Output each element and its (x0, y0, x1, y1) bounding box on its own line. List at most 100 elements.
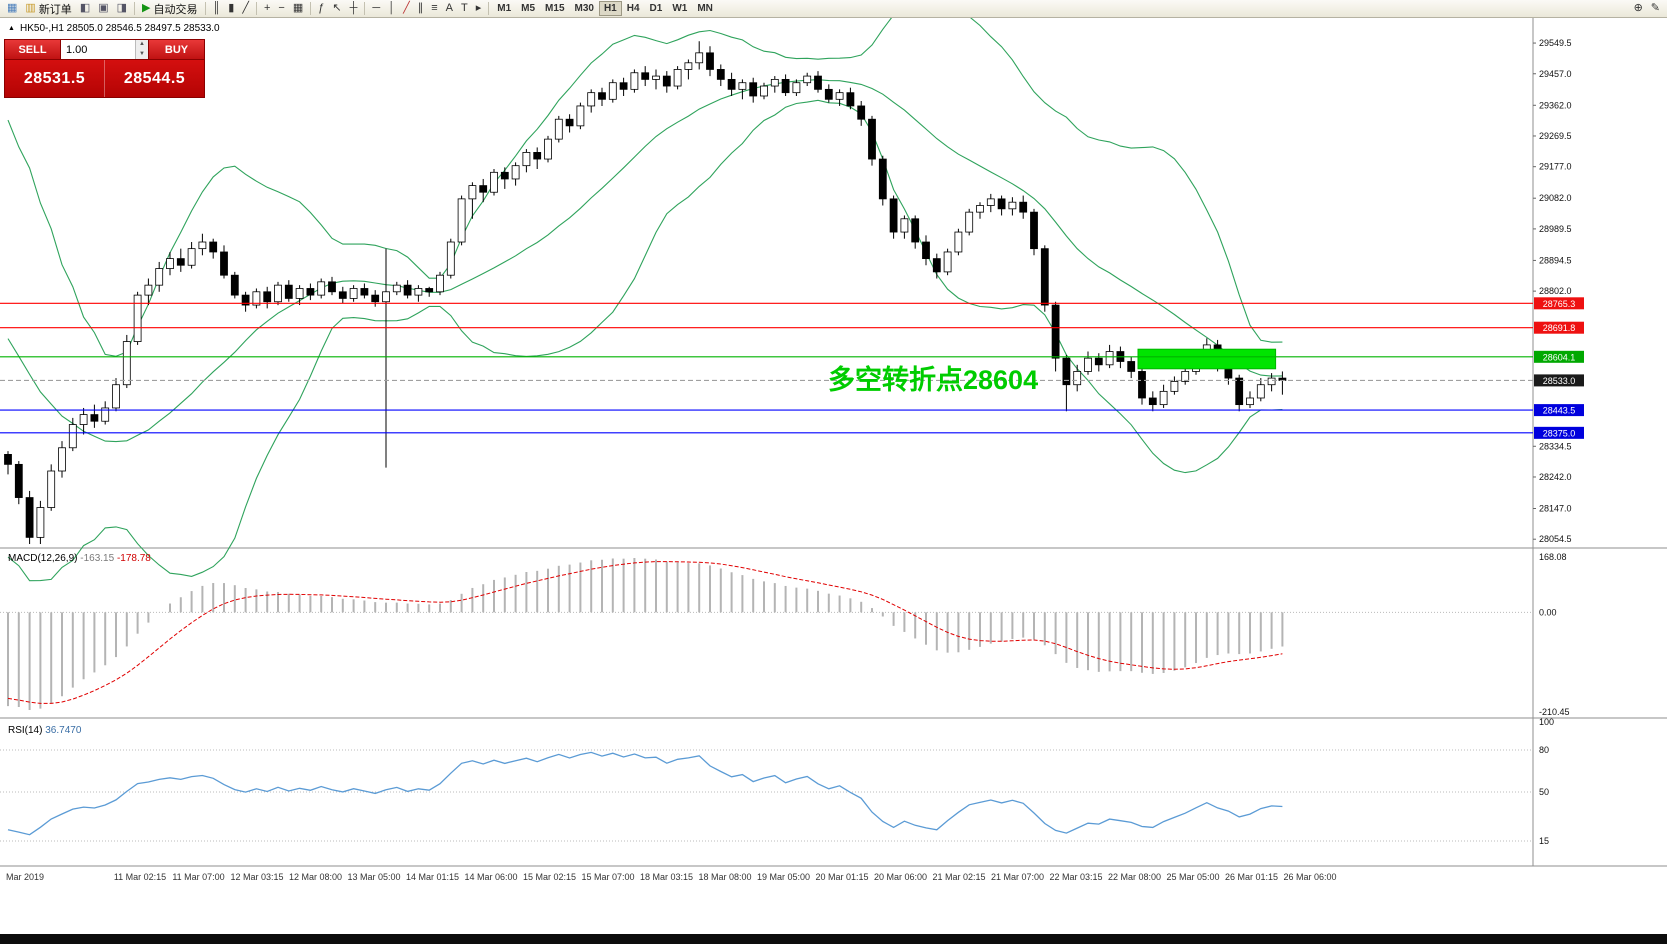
tf-m1-button[interactable]: M1 (497, 3, 512, 14)
new-order-button-label: 新订单 (38, 3, 72, 16)
volume-down-icon[interactable]: ▼ (136, 49, 148, 59)
vertical-line-icon-glyph: │ (388, 2, 396, 14)
svg-text:21 Mar 02:15: 21 Mar 02:15 (932, 872, 985, 882)
svg-text:20 Mar 01:15: 20 Mar 01:15 (815, 872, 868, 882)
crosshair-icon-glyph: ┼ (349, 2, 358, 14)
svg-text:28989.5: 28989.5 (1539, 224, 1572, 234)
svg-text:28443.5: 28443.5 (1543, 406, 1576, 416)
bar-chart-icon[interactable]: ║ (209, 1, 225, 17)
svg-text:11 Mar 07:00: 11 Mar 07:00 (172, 872, 224, 882)
svg-text:100: 100 (1539, 717, 1554, 727)
svg-text:28242.0: 28242.0 (1539, 472, 1572, 482)
bollinger-lower-line (7, 99, 1283, 582)
indicators-icon[interactable]: ƒ (314, 1, 328, 17)
cursor-icon-glyph: ↖ (332, 2, 342, 14)
market-watch-icon[interactable]: ◧ (76, 1, 94, 17)
market-watch-icon-glyph: ◧ (79, 2, 91, 14)
navigator-icon-glyph: ◨ (116, 2, 128, 14)
tf-m5-button[interactable]: M5 (521, 3, 536, 14)
svg-text:RSI(14) 36.7470: RSI(14) 36.7470 (8, 725, 82, 736)
tf-mn-button[interactable]: MN (697, 3, 713, 14)
svg-text:22 Mar 08:00: 22 Mar 08:00 (1108, 872, 1161, 882)
rsi-indicator: 100 80 50 15 RSI(14) 36.7470 (0, 717, 1554, 846)
tf-m30-button[interactable]: M30 (574, 3, 594, 14)
time-axis[interactable]: Mar 2019 11 Mar 02:15 11 Mar 07:00 12 Mar 0… (6, 872, 1337, 882)
highlight-rectangle[interactable] (1137, 348, 1277, 370)
vertical-line-icon[interactable]: │ (384, 1, 399, 17)
quick-edit-icon[interactable]: ✎ (1647, 1, 1664, 17)
svg-text:12 Mar 08:00: 12 Mar 08:00 (289, 872, 342, 882)
search-icon-glyph: ⊕ (1633, 2, 1643, 14)
tf-h4-button[interactable]: H4 (626, 3, 640, 14)
zoom-out-icon[interactable]: − (274, 1, 288, 17)
sell-button[interactable]: SELL (4, 39, 61, 60)
toolbar-separator (364, 2, 366, 15)
text-icon[interactable]: A (442, 1, 457, 17)
volume-up-icon[interactable]: ▲ (136, 40, 148, 50)
svg-text:28894.5: 28894.5 (1539, 255, 1572, 265)
svg-text:29177.0: 29177.0 (1539, 162, 1572, 172)
channel-icon[interactable]: ∥ (414, 1, 428, 17)
buy-button[interactable]: BUY (148, 39, 205, 60)
rsi-line (7, 751, 1283, 836)
price-axis[interactable]: 29549.5 29457.0 29362.0 29269.5 29177.0 29082… (1533, 38, 1572, 544)
data-window-icon[interactable]: ▣ (94, 1, 112, 17)
navigator-icon[interactable]: ◨ (113, 1, 131, 17)
chart-header: ▲ HK50-,H1 28505.0 28546.5 28497.5 28533.… (8, 23, 220, 34)
svg-text:28765.3: 28765.3 (1543, 299, 1576, 309)
volume-input[interactable] (61, 40, 135, 59)
svg-text:28691.8: 28691.8 (1543, 323, 1576, 333)
svg-text:29362.0: 29362.0 (1539, 100, 1572, 110)
fibonacci-icon[interactable]: ≡ (427, 1, 441, 17)
tile-windows-icon[interactable]: ▦ (289, 1, 307, 17)
svg-text:MACD(12,26,9) -163.15 -178.78: MACD(12,26,9) -163.15 -178.78 (8, 553, 151, 564)
toolbar-separator (255, 2, 257, 15)
horizontal-line-icon[interactable]: ─ (368, 1, 384, 17)
arrow-tools-icon-glyph: ▸ (475, 2, 482, 14)
tile-windows-icon-glyph: ▦ (292, 2, 304, 14)
autotrading-button[interactable]: ▶ 自动交易 (138, 1, 201, 17)
autotrading-button-label: 自动交易 (153, 3, 198, 16)
candlestick-chart-icon[interactable]: ▮ (224, 1, 238, 17)
autotrading-glyph: ▶ (142, 2, 151, 14)
svg-text:Mar 2019: Mar 2019 (6, 872, 44, 882)
trendline-icon[interactable]: ╱ (399, 1, 414, 17)
toolbar-separator (488, 2, 490, 15)
tf-w1-button[interactable]: W1 (672, 3, 688, 14)
label-icon[interactable]: T (457, 1, 472, 17)
main-toolbar: ▦ ▥ 新订单 ◧ ▣ ◨ ▶ 自动交易 ║ ▮ ╱ + − ▦ ƒ ↖ ┼ ─ │ ╱ ∥ ≡ A T ▸ M1 M5 M15 M30… (0, 0, 1667, 18)
horizontal-level-lines[interactable] (0, 302, 1533, 434)
new-order-button[interactable]: ▥ 新订单 (21, 1, 75, 17)
zoom-in-icon[interactable]: + (260, 1, 274, 17)
macd-indicator: MACD(12,26,9) -163.15 -178.78 168.08 0.00 -… (0, 552, 1570, 717)
chart-window-icon[interactable]: ▦ (3, 1, 21, 17)
fibonacci-icon-glyph: ≡ (431, 2, 438, 14)
tf-d1-button[interactable]: D1 (649, 3, 663, 14)
line-chart-icon[interactable]: ╱ (238, 1, 253, 17)
svg-text:28533.0: 28533.0 (1543, 376, 1576, 386)
svg-text:12 Mar 03:15: 12 Mar 03:15 (230, 872, 283, 882)
svg-text:15 Mar 02:15: 15 Mar 02:15 (523, 872, 576, 882)
tf-h1-button[interactable]: H1 (598, 1, 622, 16)
buy-price: 28544.5 (123, 69, 186, 87)
annotation-text[interactable]: 多空转折点28604 (828, 364, 1038, 395)
svg-text:-210.45: -210.45 (1539, 707, 1570, 717)
volume-spin-buttons: ▲ ▼ (135, 40, 148, 59)
candlestick-chart-icon-glyph: ▮ (228, 2, 235, 14)
macd-signal-line (7, 561, 1283, 704)
svg-text:13 Mar 05:00: 13 Mar 05:00 (347, 872, 400, 882)
trendline-icon-glyph: ╱ (403, 2, 410, 14)
bollinger-middle-line (7, 79, 1283, 443)
svg-text:14 Mar 06:00: 14 Mar 06:00 (464, 872, 517, 882)
tf-m15-button[interactable]: M15 (545, 3, 565, 14)
data-window-icon-glyph: ▣ (98, 2, 109, 14)
svg-text:18 Mar 08:00: 18 Mar 08:00 (698, 872, 751, 882)
svg-text:29082.0: 29082.0 (1539, 193, 1572, 203)
cursor-icon[interactable]: ↖ (328, 1, 345, 17)
arrow-tools-icon[interactable]: ▸ (472, 1, 486, 17)
svg-text:21 Mar 07:00: 21 Mar 07:00 (991, 872, 1044, 882)
search-icon[interactable]: ⊕ (1630, 1, 1647, 17)
svg-text:15: 15 (1539, 836, 1549, 846)
crosshair-icon[interactable]: ┼ (346, 1, 362, 17)
